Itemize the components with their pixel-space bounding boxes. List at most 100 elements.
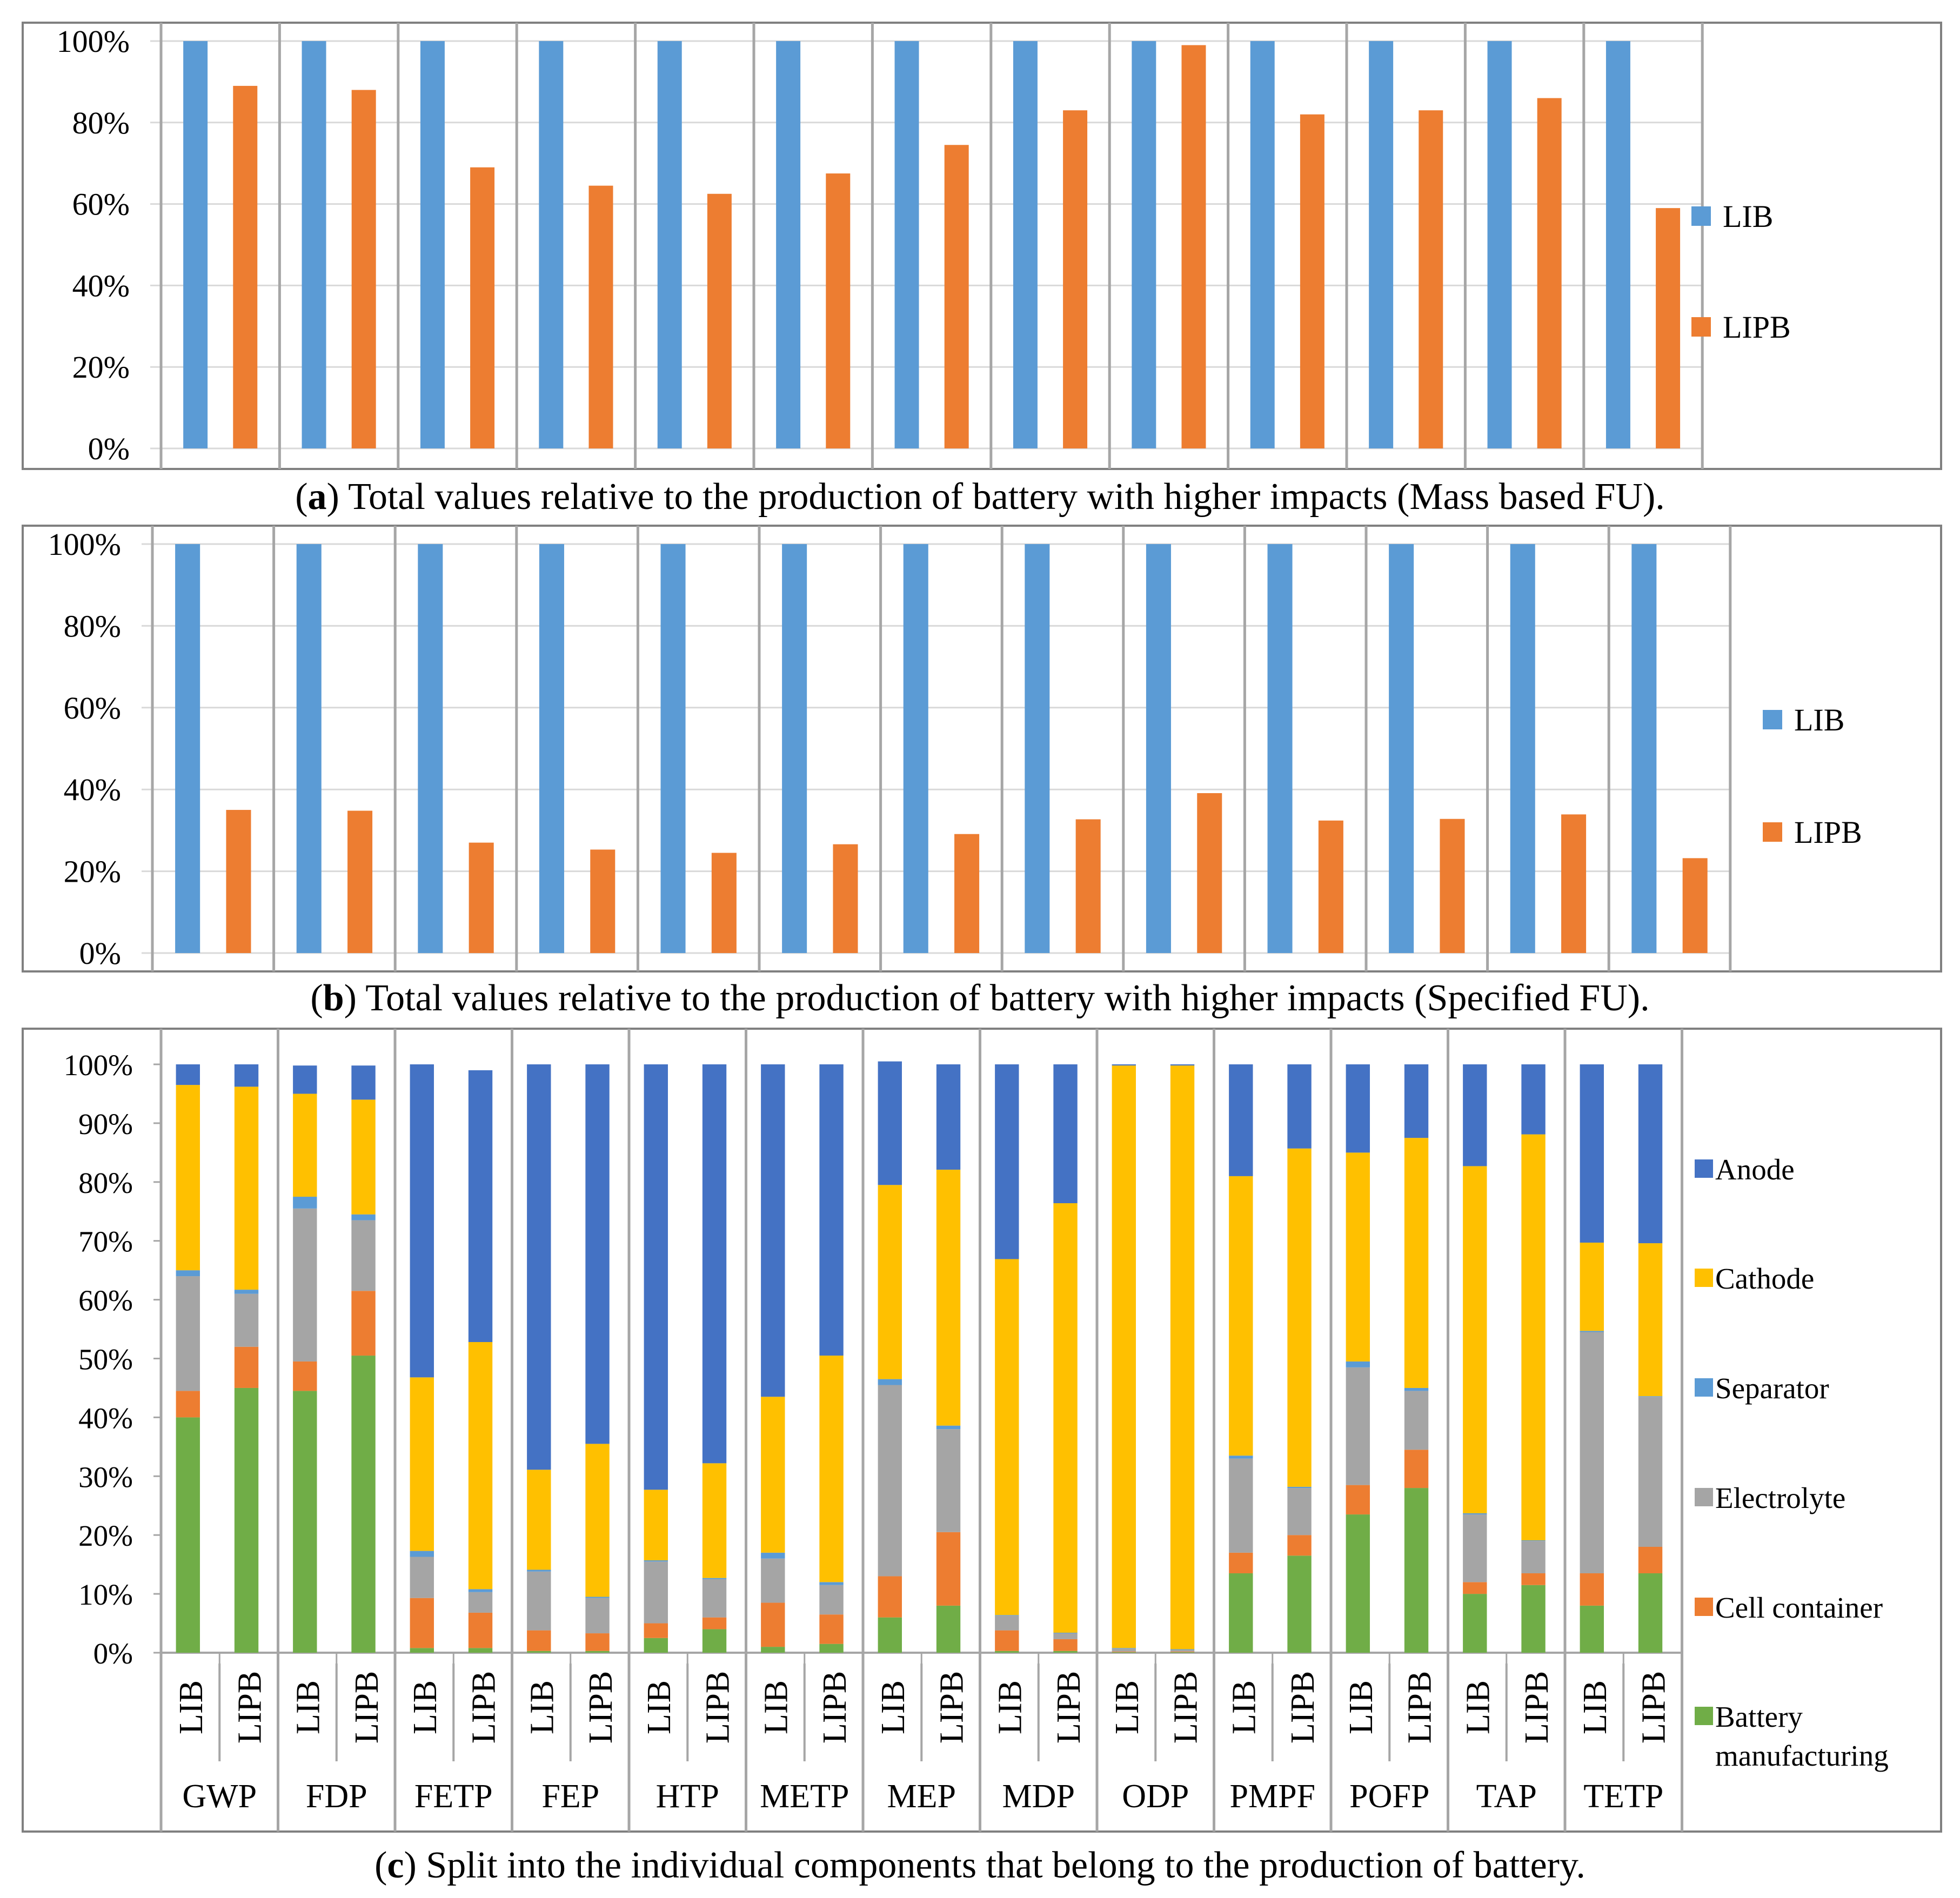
caption-c: (c) Split into the individual components…: [374, 1845, 1586, 1886]
bar-segment-cathode-lipb-tetp: [1638, 1243, 1663, 1397]
bar-segment-separator-lipb-tap: [1521, 1540, 1546, 1541]
bar-segment-electrolyte-lib-fdp: [293, 1208, 317, 1362]
bar-lipb-tap: [1561, 814, 1587, 953]
bar-segment-battery-manufacturing-lib-pmpf: [1229, 1573, 1253, 1653]
bar-segment-electrolyte-lib-mep: [878, 1385, 902, 1577]
bar-segment-cell-container-lib-fdp: [293, 1361, 317, 1391]
bar-segment-battery-manufacturing-lipb-mdp: [1053, 1651, 1078, 1653]
bar-segment-anode-lib-fetp: [410, 1064, 434, 1378]
bar-segment-anode-lib-gwp: [176, 1064, 200, 1085]
legend-label-battery-manufacturing-line2: manufacturing: [1715, 1739, 1889, 1772]
bar-segment-electrolyte-lipb-pmpf: [1287, 1488, 1312, 1535]
bar-segment-cathode-lipb-gwp: [234, 1087, 259, 1290]
panel-b-frame: [22, 525, 1942, 973]
bar-segment-cell-container-lipb-gwp: [234, 1346, 259, 1388]
bar-segment-cathode-lipb-odp: [1170, 1065, 1195, 1649]
y-tick-label: 20%: [78, 1519, 133, 1552]
bar-segment-cathode-lib-tetp: [1580, 1242, 1604, 1331]
bar-segment-anode-lib-odp: [1112, 1064, 1136, 1066]
bar-segment-cathode-lib-odp: [1112, 1065, 1136, 1648]
x-sub-label-lib: LIB: [641, 1680, 678, 1734]
legend-label-lib: LIB: [1723, 199, 1773, 234]
bar-segment-cell-container-lipb-fep: [585, 1633, 610, 1651]
bar-segment-electrolyte-lib-gwp: [176, 1276, 200, 1391]
x-category-label-mdp: MDP: [1002, 1778, 1075, 1815]
bar-segment-cell-container-lib-pmpf: [1229, 1552, 1253, 1573]
bar-segment-battery-manufacturing-lipb-pmpf: [1287, 1555, 1312, 1653]
bar-segment-anode-lib-fdp: [293, 1065, 317, 1094]
bar-segment-electrolyte-lipb-tetp: [1638, 1397, 1663, 1547]
bar-segment-cell-container-lipb-fetp: [468, 1612, 493, 1648]
bar-segment-separator-lib-tetp: [1580, 1331, 1604, 1332]
bar-segment-electrolyte-lib-fep: [527, 1571, 551, 1631]
bar-segment-cell-container-lipb-pmpf: [1287, 1535, 1312, 1556]
legend-swatch-lipb: [1763, 822, 1782, 842]
bar-segment-anode-lipb-tap: [1521, 1064, 1546, 1135]
bar-lib-fetp: [418, 544, 443, 953]
bar-segment-electrolyte-lipb-mep: [936, 1429, 961, 1532]
bar-segment-separator-lipb-pmpf: [1287, 1486, 1312, 1488]
y-tick-label: 60%: [72, 187, 130, 222]
y-tick-label: 100%: [57, 24, 130, 59]
bar-segment-electrolyte-lib-pmpf: [1229, 1458, 1253, 1553]
y-tick-label: 30%: [78, 1460, 133, 1493]
bar-lipb-fep: [588, 185, 613, 448]
bar-segment-separator-lipb-fdp: [351, 1214, 376, 1220]
bar-segment-cathode-lipb-mdp: [1053, 1203, 1078, 1633]
x-sub-label-lib: LIB: [1460, 1680, 1497, 1734]
bar-segment-cell-container-lib-mep: [878, 1576, 902, 1618]
bar-segment-cathode-lib-pmpf: [1229, 1176, 1253, 1456]
legend-label-separator: Separator: [1715, 1372, 1829, 1405]
bar-lipb-fdp: [351, 90, 376, 449]
bar-lipb-gwp: [233, 85, 258, 448]
caption-a-letter: a: [307, 476, 327, 518]
bar-segment-electrolyte-lipb-htp: [702, 1579, 727, 1618]
bar-lipb-mep: [954, 834, 980, 953]
x-category-label-metp: METP: [760, 1778, 849, 1815]
bar-lipb-mep: [944, 145, 969, 448]
bar-segment-anode-lib-htp: [644, 1064, 668, 1490]
y-tick-label: 70%: [78, 1225, 133, 1258]
bar-segment-separator-lipb-htp: [702, 1578, 727, 1579]
bar-lipb-htp: [711, 853, 737, 953]
bar-segment-electrolyte-lipb-pofp: [1404, 1391, 1429, 1450]
x-sub-label-lipb: LIPB: [1519, 1671, 1555, 1743]
bar-lipb-odp: [1197, 793, 1222, 953]
bar-lib-htp: [657, 41, 682, 448]
bar-segment-battery-manufacturing-lipb-fep: [585, 1651, 610, 1653]
x-sub-label-lipb: LIPB: [349, 1671, 385, 1743]
bar-segment-cathode-lipb-mep: [936, 1169, 961, 1426]
bar-segment-cathode-lib-tap: [1463, 1166, 1487, 1513]
bar-lib-mdp: [1013, 41, 1038, 448]
bar-segment-separator-lipb-fetp: [468, 1589, 493, 1592]
caption-b: (b) Total values relative to the product…: [310, 977, 1650, 1019]
bar-segment-electrolyte-lipb-fep: [585, 1598, 610, 1634]
bar-segment-anode-lib-tap: [1463, 1064, 1487, 1166]
y-tick-label: 20%: [64, 854, 121, 889]
x-sub-label-lib: LIB: [992, 1680, 1029, 1734]
bar-segment-cathode-lib-metp: [761, 1397, 785, 1553]
x-sub-label-lib: LIB: [407, 1680, 444, 1734]
bar-segment-cell-container-lib-tetp: [1580, 1573, 1604, 1606]
bar-segment-anode-lipb-fdp: [351, 1065, 376, 1100]
y-tick-label: 40%: [64, 772, 121, 807]
bar-segment-battery-manufacturing-lib-fep: [527, 1651, 551, 1653]
bar-segment-battery-manufacturing-lipb-tap: [1521, 1585, 1546, 1653]
legend-label-lib: LIB: [1794, 702, 1844, 737]
bar-segment-separator-lib-tap: [1463, 1513, 1487, 1515]
bar-segment-cathode-lipb-fdp: [351, 1099, 376, 1215]
x-sub-label-lib: LIB: [875, 1680, 912, 1734]
bar-segment-cathode-lib-mdp: [995, 1259, 1019, 1615]
bar-segment-electrolyte-lib-tap: [1463, 1514, 1487, 1582]
x-sub-label-lipb: LIPB: [933, 1671, 970, 1743]
x-category-label-gwp: GWP: [182, 1778, 257, 1815]
bar-lipb-mdp: [1075, 819, 1101, 953]
bar-lipb-fep: [590, 849, 616, 953]
bar-lib-odp: [1146, 544, 1171, 953]
bar-lib-tetp: [1631, 544, 1657, 953]
x-sub-label-lipb: LIPB: [1635, 1671, 1672, 1743]
bar-lipb-metp: [826, 173, 851, 448]
bar-segment-separator-lipb-pofp: [1404, 1387, 1429, 1391]
x-category-label-tap: TAP: [1476, 1778, 1537, 1815]
